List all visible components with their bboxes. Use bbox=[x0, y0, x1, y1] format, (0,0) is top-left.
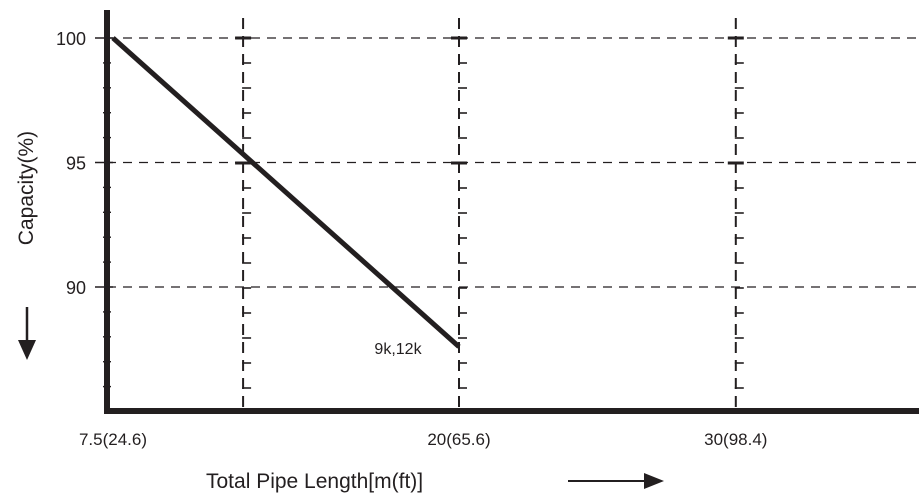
grid-layer bbox=[107, 37, 919, 288]
tick-labels: 90 95 100 7.5(24.6) 20(65.6) 30(98.4) bbox=[56, 29, 768, 449]
y-axis-arrow bbox=[18, 307, 36, 360]
y-axis-label: Capacity(%) bbox=[15, 131, 38, 245]
x-axis-arrow bbox=[568, 473, 664, 489]
x-tick-label: 7.5(24.6) bbox=[79, 430, 147, 449]
y-tick-label: 100 bbox=[56, 29, 86, 49]
x-axis-label: Total Pipe Length[m(ft)] bbox=[206, 470, 423, 493]
y-tick-label: 95 bbox=[66, 154, 86, 174]
x-tick-label: 20(65.6) bbox=[427, 430, 490, 449]
series-label: 9k,12k bbox=[374, 341, 422, 358]
x-tick-label: 30(98.4) bbox=[704, 430, 767, 449]
series-layer bbox=[111, 36, 461, 349]
series-line-0 bbox=[111, 36, 461, 349]
vertical-dashed-lines bbox=[235, 18, 744, 411]
y-tick-label: 90 bbox=[66, 278, 86, 298]
axes bbox=[95, 10, 919, 414]
